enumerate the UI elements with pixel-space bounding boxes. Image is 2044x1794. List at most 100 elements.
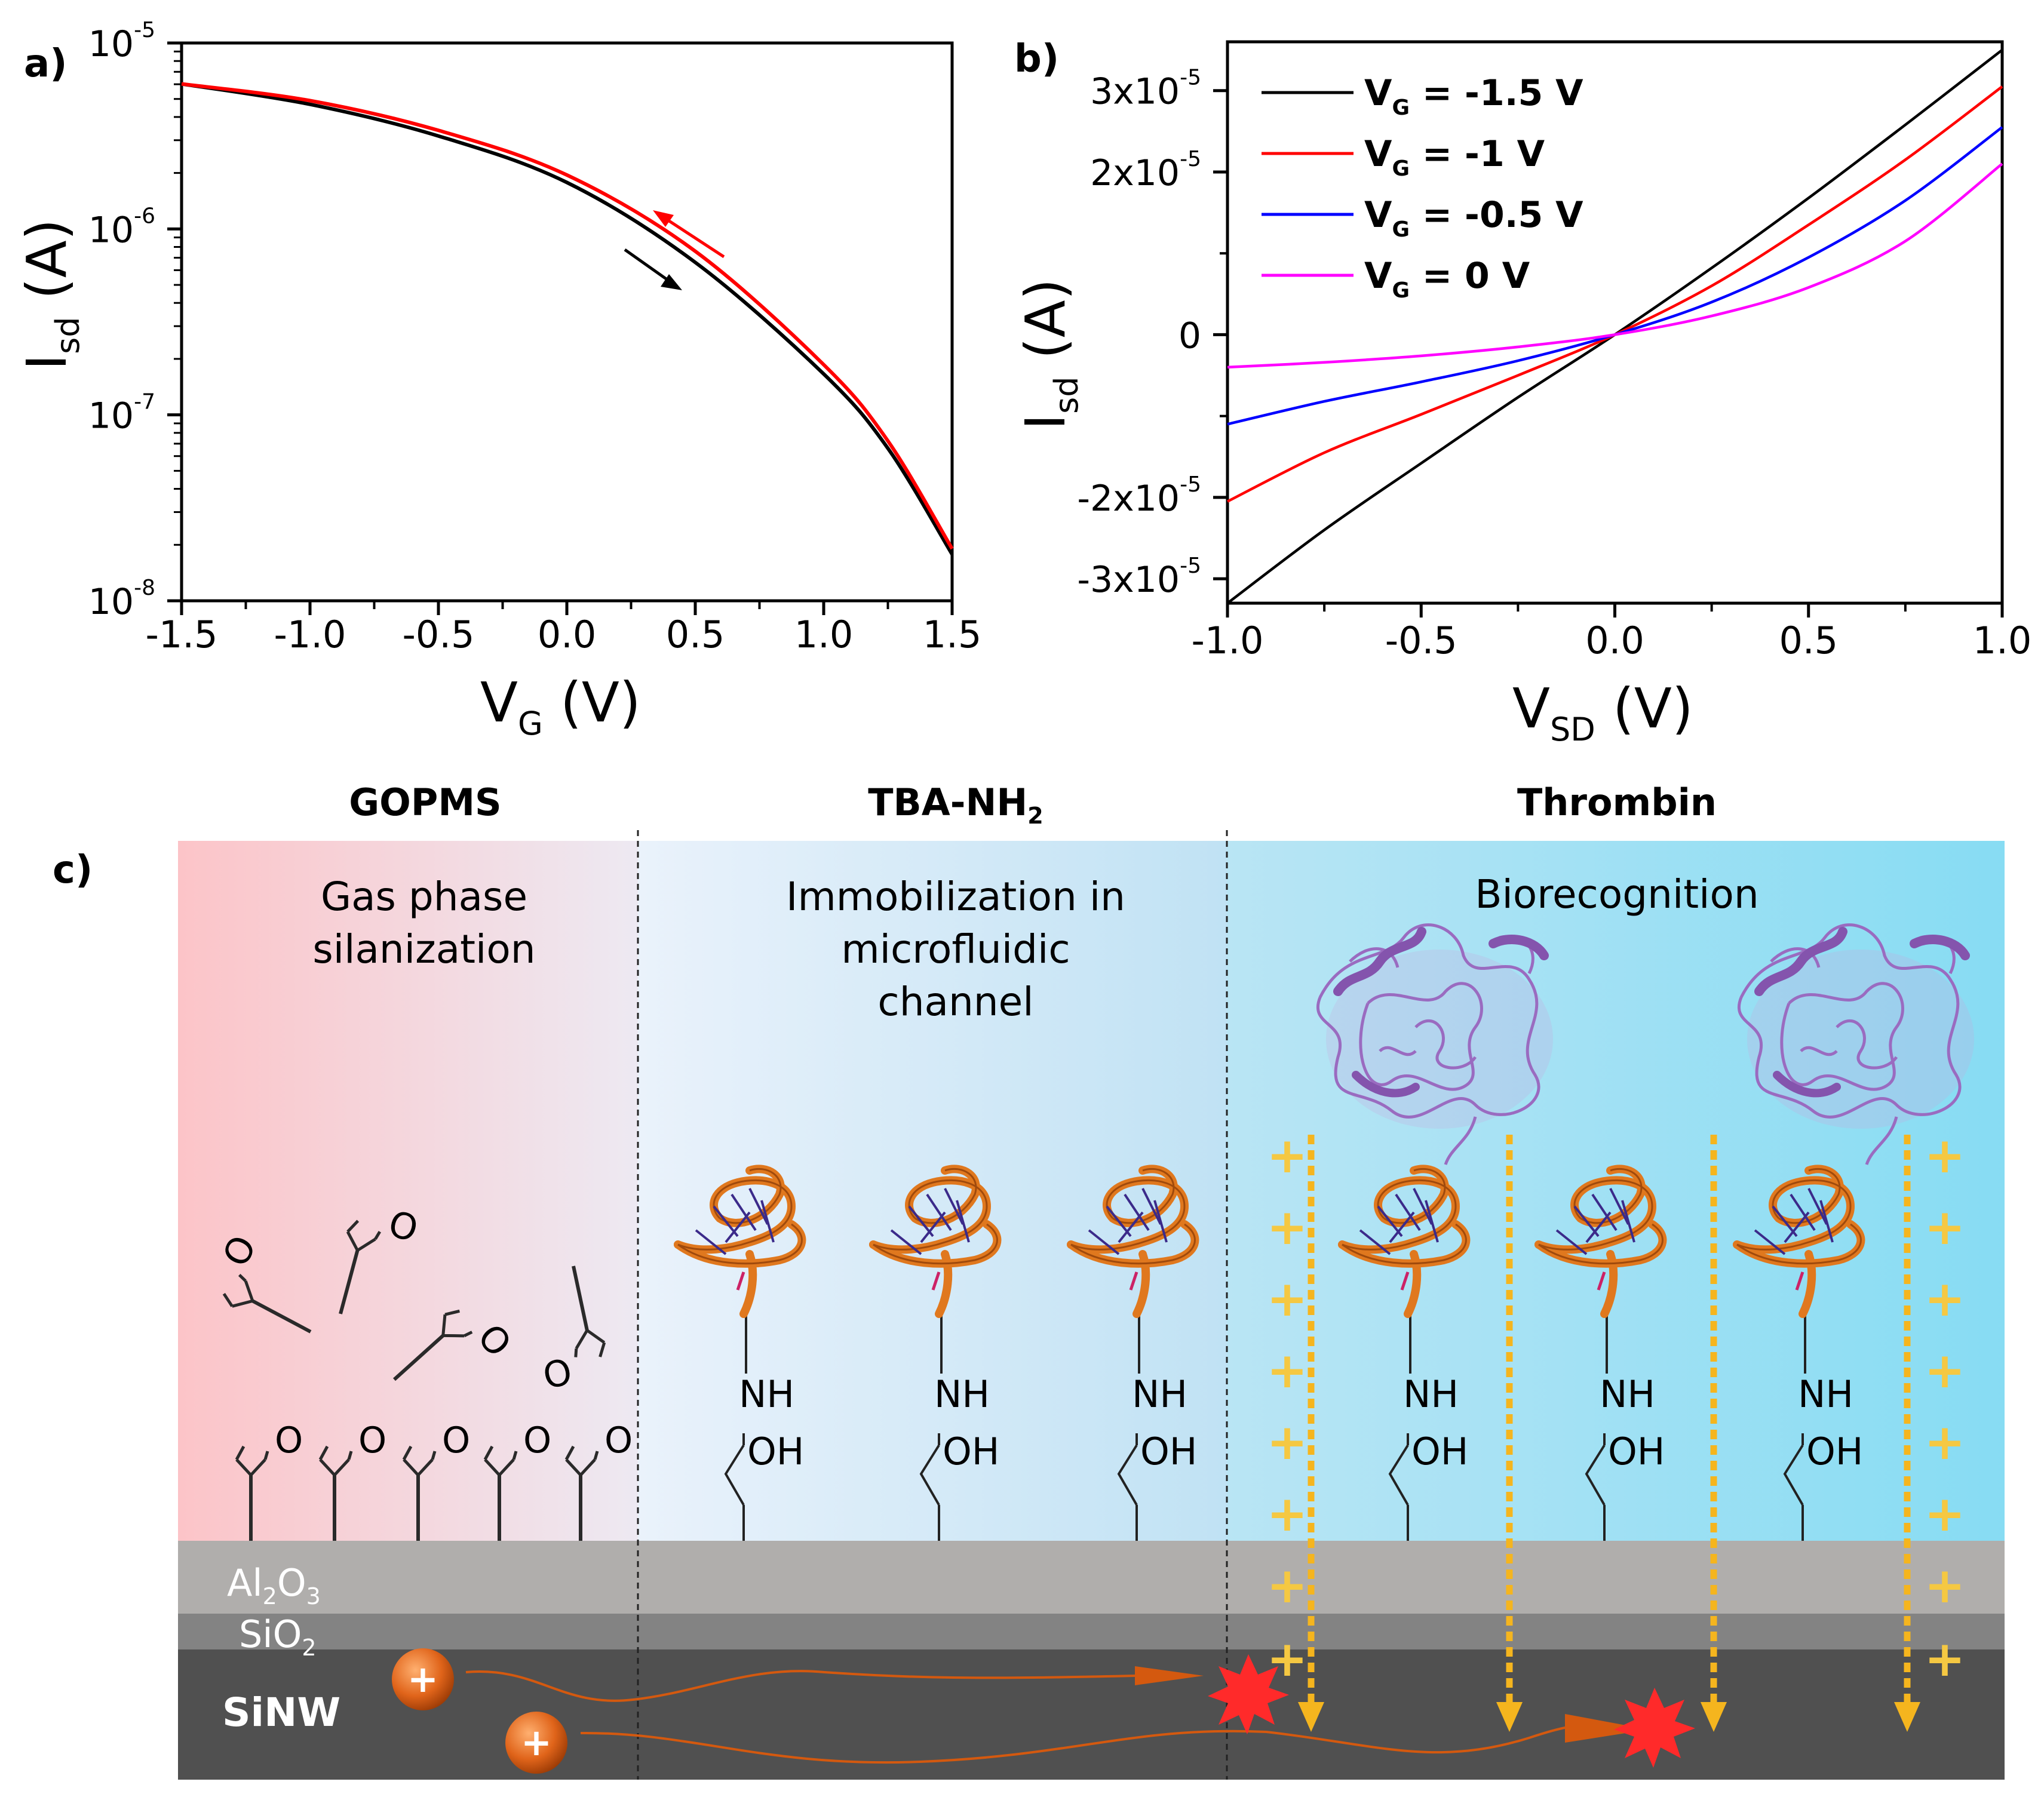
panel-b-x-tick-label: 0.0 — [1585, 619, 1644, 662]
svg-text:microfluidic: microfluidic — [841, 926, 1070, 972]
gopms-chain — [251, 1299, 312, 1334]
linker-4: OH NH — [1388, 1302, 1468, 1541]
aptamer-5 — [1534, 1165, 1667, 1318]
panel-a-x-tick-label: -1.5 — [146, 613, 218, 656]
aptamer-base-pair — [760, 1200, 775, 1243]
legend-label-3: VG = 0 V — [1364, 255, 1530, 303]
aptamer-base-pair — [1413, 1188, 1433, 1225]
amine-label: NH — [1132, 1372, 1187, 1416]
label-sinw: SiNW — [222, 1689, 340, 1735]
field-arrow-head-1 — [1298, 1702, 1324, 1732]
charge-plus: + — [1925, 1414, 1966, 1471]
legend-label-2: VG = -0.5 V — [1364, 194, 1583, 242]
hydroxyl-label: OH — [1411, 1430, 1468, 1473]
aptamer-backbone-edge — [1736, 1179, 1852, 1251]
panel-b-y-ticks: -3x10-5 -2x10-5 0 2x10-5 3x10-5 — [1077, 66, 1227, 601]
aptamer-base-pair — [944, 1188, 964, 1225]
aptamer-6 — [1733, 1165, 1865, 1318]
panel-b-x-tick-label: -1.0 — [1192, 619, 1264, 662]
panel-b-y-tick-label: 3x10-5 — [1090, 66, 1201, 113]
aptamer-base-pair — [731, 1193, 757, 1231]
panel-b-y-tick-label: 0 — [1178, 315, 1201, 357]
gopms-ring-bond — [464, 1331, 473, 1338]
thrombin-proteins — [1316, 923, 1974, 1165]
label-al2o3: Al2O3 — [227, 1561, 321, 1609]
aptamer-backbone-edge — [1778, 1168, 1841, 1224]
panel-b-label: b) — [1014, 37, 1059, 81]
panel-a-x-tick-label: 0.5 — [666, 613, 725, 656]
aptamers — [674, 1165, 1865, 1318]
aptamer-base-pair — [1754, 1229, 1786, 1255]
svg-text:channel: channel — [877, 979, 1033, 1025]
panel-b: b) -1.0 -0.5 0.0 0.5 1.0 -3x10-5 -2x10-5 0 2x10… — [1014, 37, 2031, 748]
gopms-ring-bond — [483, 1445, 494, 1461]
gopms-chain — [572, 1265, 589, 1331]
aptamer-4 — [1338, 1165, 1471, 1318]
gopms-ring-bond — [238, 1274, 247, 1282]
gopms-oxygen-label: O — [604, 1420, 633, 1461]
gopms-ring-bond — [346, 1219, 360, 1233]
panel-b-x-ticks: -1.0 -0.5 0.0 0.5 1.0 — [1192, 603, 2031, 662]
gopms-ring-bond — [564, 1445, 575, 1461]
thrombin-helix — [1489, 935, 1549, 960]
aptamer-base-pair — [1141, 1188, 1162, 1225]
amine-label: NH — [934, 1372, 990, 1416]
gopms-ring-bond — [431, 1451, 437, 1460]
aptamer-1 — [674, 1165, 806, 1318]
linker-6: OH NH — [1783, 1302, 1863, 1541]
aptamer-backbone-edge — [1538, 1223, 1664, 1265]
panel-b-xlabel: VSD (V) — [1512, 677, 1693, 748]
aptamer-base-pair — [1795, 1271, 1804, 1291]
header-gopms: GOPMS — [349, 781, 501, 824]
hydroxyl-label: OH — [1806, 1430, 1863, 1473]
detection-burst-1 — [1208, 1654, 1289, 1734]
aptamer-base-pair — [736, 1271, 745, 1291]
step-text-thrombin: Biorecognition — [1475, 871, 1758, 917]
hole-carrier-2: + — [505, 1712, 1649, 1774]
aptamer-base-pair — [1591, 1193, 1618, 1231]
gopms-bound-2: O — [318, 1420, 386, 1541]
charge-plus: + — [1267, 1271, 1308, 1328]
panel-b-series-line-1 — [1226, 85, 2003, 503]
panel-a-x-tick-label: 0.0 — [538, 613, 597, 656]
hole-carrier-1: + — [392, 1648, 1204, 1710]
panel-b-y-tick-label: 2x10-5 — [1090, 147, 1201, 194]
panel-c-label: c) — [53, 848, 93, 892]
thrombin-helix — [1754, 927, 1847, 996]
layer-sio2 — [178, 1614, 2005, 1649]
aptamer-backbone-edge — [677, 1179, 793, 1251]
carrier-arrowhead-1 — [1135, 1666, 1204, 1685]
aptamer-base-pair — [1118, 1211, 1144, 1243]
panel-a-frame — [180, 41, 954, 603]
aptamer-base-pair — [920, 1211, 946, 1243]
linker-bond — [1117, 1444, 1138, 1506]
charge-plus: + — [1267, 1199, 1308, 1256]
gopms-ring-bond — [593, 1451, 599, 1460]
aptamer-backbone — [1404, 1250, 1422, 1318]
aptamer-linkers: OH NH OH NH OH NH OH NH OH NH OH NH — [724, 1302, 1863, 1541]
aptamer-base-pair — [1819, 1200, 1834, 1243]
panel-c: c) GOPMS TBA-NH2 Thrombin Gas phase sila… — [53, 781, 2005, 1780]
aptamer-base-pair — [1597, 1271, 1606, 1291]
aptamer-base-pair — [1400, 1271, 1410, 1291]
field-arrow-head-3 — [1701, 1702, 1727, 1732]
gopms-ring-bond — [575, 1328, 606, 1350]
legend-label-0: VG = -1.5 V — [1364, 72, 1583, 120]
thrombin-helix — [1910, 935, 1970, 960]
aptamer-base-pair — [1088, 1229, 1120, 1255]
charge-plus: + — [1267, 1558, 1308, 1614]
charge-plus: + — [1267, 1631, 1308, 1688]
hole-ball-2 — [505, 1712, 567, 1774]
carrier-path-2 — [580, 1724, 1601, 1764]
charge-plus: + — [1925, 1486, 1966, 1543]
legend-label-1: VG = -1 V — [1364, 133, 1545, 181]
aptamer-base-pair — [1585, 1211, 1612, 1243]
gopms-ring-bond — [574, 1348, 578, 1357]
gopms-ring-bond — [263, 1451, 269, 1460]
thrombin-1 — [1316, 923, 1553, 1165]
layer-al2o3 — [178, 1541, 2005, 1614]
panel-a-ylabel: Isd (A) — [15, 219, 87, 370]
charge-plus: + — [1925, 1128, 1966, 1184]
aptamer-base-pair — [1784, 1211, 1810, 1243]
